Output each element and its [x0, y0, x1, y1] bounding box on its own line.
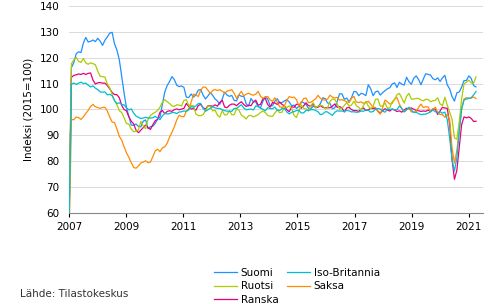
Ranska: [322, 106, 328, 110]
Y-axis label: Indeksi (2015=100): Indeksi (2015=100): [24, 58, 34, 161]
Saksa: [66, 241, 72, 245]
Suomi: [413, 74, 419, 78]
Ranska: [66, 221, 72, 225]
Saksa: [353, 100, 359, 104]
Iso-Britannia: [142, 116, 148, 119]
Ruotsi: [308, 104, 314, 108]
Ranska: [142, 123, 148, 127]
Iso-Britannia: [66, 226, 72, 229]
Ruotsi: [66, 214, 72, 218]
Ruotsi: [432, 98, 438, 102]
Ruotsi: [473, 75, 479, 79]
Ruotsi: [413, 97, 419, 100]
Suomi: [142, 118, 148, 122]
Iso-Britannia: [413, 110, 419, 114]
Ruotsi: [322, 107, 328, 110]
Ranska: [88, 71, 94, 75]
Ranska: [473, 119, 479, 123]
Iso-Britannia: [432, 110, 438, 113]
Ranska: [432, 107, 438, 111]
Line: Ranska: Ranska: [69, 73, 476, 223]
Iso-Britannia: [322, 110, 328, 114]
Iso-Britannia: [473, 90, 479, 93]
Suomi: [353, 90, 359, 94]
Saksa: [308, 101, 314, 104]
Ranska: [308, 105, 314, 108]
Line: Iso-Britannia: Iso-Britannia: [69, 82, 476, 227]
Iso-Britannia: [78, 80, 84, 84]
Saksa: [200, 85, 206, 89]
Suomi: [432, 78, 438, 81]
Ruotsi: [142, 127, 148, 131]
Iso-Britannia: [353, 110, 359, 114]
Saksa: [473, 97, 479, 100]
Line: Suomi: Suomi: [69, 32, 476, 218]
Saksa: [432, 105, 438, 109]
Saksa: [322, 98, 328, 102]
Legend: Suomi, Ruotsi, Ranska, Iso-Britannia, Saksa: Suomi, Ruotsi, Ranska, Iso-Britannia, Sa…: [210, 264, 384, 304]
Saksa: [413, 110, 419, 113]
Suomi: [473, 85, 479, 89]
Line: Ruotsi: Ruotsi: [69, 57, 476, 216]
Text: Lähde: Tilastokeskus: Lähde: Tilastokeskus: [20, 289, 128, 299]
Suomi: [66, 216, 72, 220]
Ruotsi: [73, 56, 79, 59]
Ruotsi: [353, 104, 359, 107]
Suomi: [308, 107, 314, 111]
Ranska: [353, 109, 359, 112]
Iso-Britannia: [308, 108, 314, 112]
Saksa: [141, 160, 146, 164]
Suomi: [322, 97, 328, 100]
Ranska: [413, 109, 419, 112]
Suomi: [109, 30, 115, 34]
Line: Saksa: Saksa: [69, 87, 476, 243]
